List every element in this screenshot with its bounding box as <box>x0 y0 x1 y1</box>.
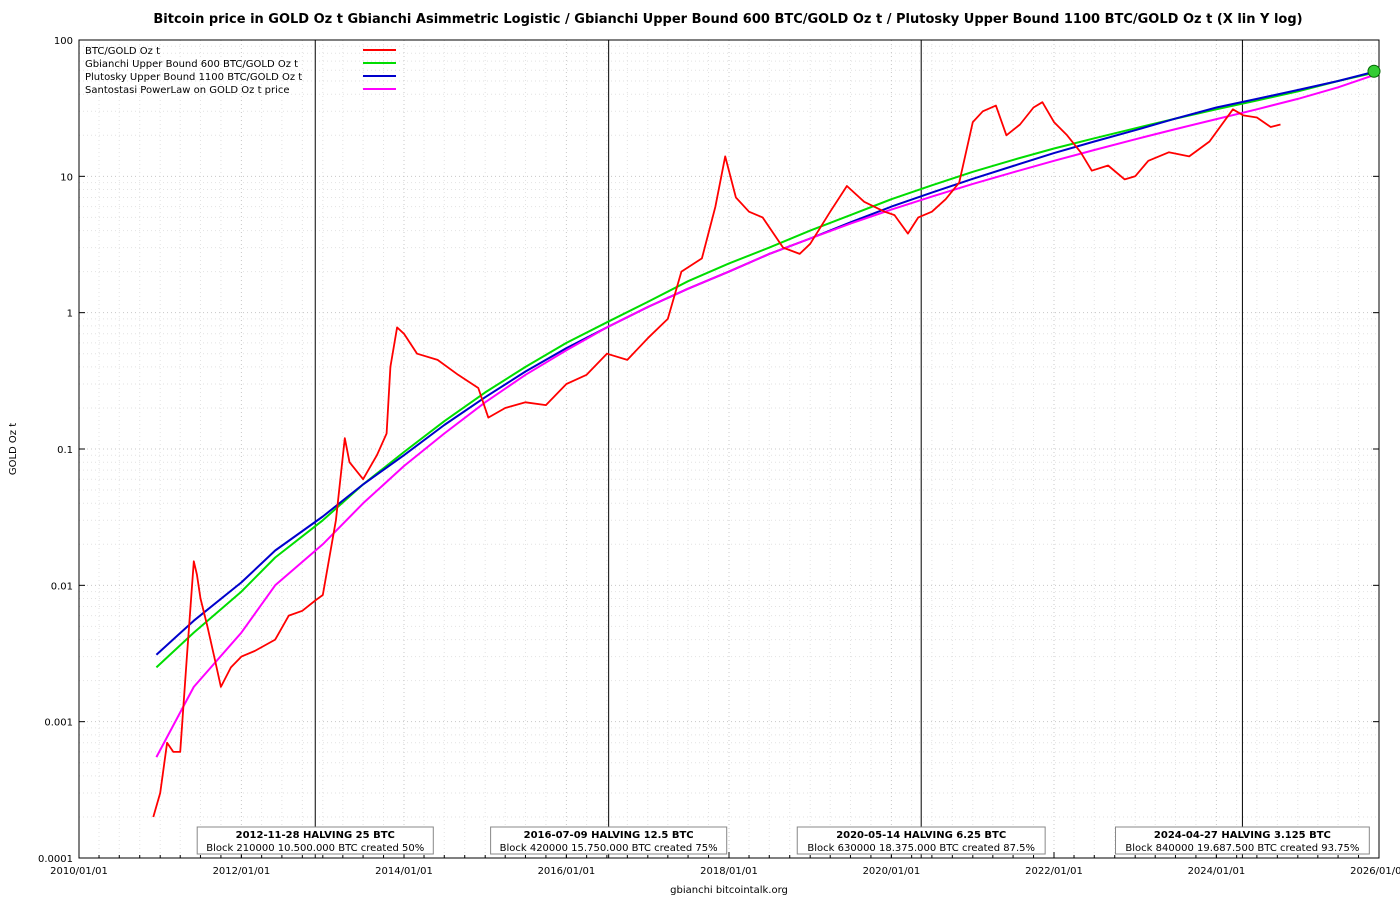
y-axis-label: GOLD Oz t <box>8 423 19 475</box>
y-tick-label: 100 <box>54 36 73 47</box>
halving-box-frame <box>1115 826 1370 855</box>
legend-label: Santostasi PowerLaw on GOLD Oz t price <box>85 85 290 96</box>
x-axis-label: gbianchi bitcointalk.org <box>670 885 788 896</box>
x-tick-label: 2010/01/01 <box>50 866 108 877</box>
x-tick-label: 2018/01/01 <box>700 866 758 877</box>
x-tick-label: 2024/01/01 <box>1188 866 1246 877</box>
legend-label: Plutosky Upper Bound 1100 BTC/GOLD Oz t <box>85 72 302 83</box>
halving-box: 2024-04-27 HALVING 3.125 BTC Block 840000… <box>1115 826 1370 855</box>
y-tick-label: 10 <box>60 172 73 183</box>
halving-subtitle: Block 840000 19.687.500 BTC created 93.7… <box>1125 843 1359 854</box>
halving-box: 2020-05-14 HALVING 6.25 BTC Block 630000 … <box>796 826 1046 855</box>
halving-title: 2012-11-28 HALVING 25 BTC <box>236 830 395 841</box>
chart-title: Bitcoin price in GOLD Oz t Gbianchi Asim… <box>153 12 1302 27</box>
x-tick-label: 2014/01/01 <box>375 866 433 877</box>
x-tick-label: 2016/01/01 <box>538 866 596 877</box>
x-tick-label: 2026/01/01 <box>1350 866 1400 877</box>
halving-lines <box>314 40 1243 858</box>
halving-box-frame <box>796 826 1046 855</box>
halving-box: 2012-11-28 HALVING 25 BTC Block 210000 10… <box>196 826 434 855</box>
halving-box-frame <box>196 826 434 855</box>
x-tick-label: 2022/01/01 <box>1025 866 1083 877</box>
series-lines <box>152 70 1377 818</box>
series-line-0 <box>152 101 1281 818</box>
x-tick-label: 2020/01/01 <box>863 866 921 877</box>
series-line-1 <box>155 71 1377 669</box>
y-tick-label: 0.1 <box>57 445 73 456</box>
halving-title: 2024-04-27 HALVING 3.125 BTC <box>1154 830 1331 841</box>
y-axis: 0.0001 0.001 0.01 0.1 1 10 100 <box>38 36 1379 865</box>
halving-subtitle: Block 630000 18.375.000 BTC created 87.5… <box>807 843 1035 854</box>
current-marker <box>1367 64 1381 78</box>
halving-title: 2020-05-14 HALVING 6.25 BTC <box>836 830 1006 841</box>
halving-title: 2016-07-09 HALVING 12.5 BTC <box>524 830 694 841</box>
y-tick-label: 0.01 <box>51 581 73 592</box>
halving-box-frame <box>490 826 728 855</box>
grid <box>79 40 1379 859</box>
y-tick-label: 1 <box>67 309 73 320</box>
x-tick-label: 2012/01/01 <box>213 866 271 877</box>
halving-box: 2016-07-09 HALVING 12.5 BTC Block 420000 … <box>490 826 728 855</box>
series-line-3 <box>155 73 1377 758</box>
current-value-marker <box>1367 64 1381 78</box>
halving-boxes: 2012-11-28 HALVING 25 BTC Block 210000 10… <box>196 826 1370 855</box>
halving-subtitle: Block 210000 10.500.000 BTC created 50% <box>206 843 424 854</box>
x-axis: 2010/01/01 2012/01/01 2014/01/01 2016/01/01… <box>50 852 1400 877</box>
y-tick-label: 0.0001 <box>38 854 73 865</box>
legend-label: BTC/GOLD Oz t <box>85 46 160 57</box>
legend-label: Gbianchi Upper Bound 600 BTC/GOLD Oz t <box>85 59 298 70</box>
y-tick-label: 0.001 <box>44 718 73 729</box>
series-line-2 <box>155 70 1377 656</box>
halving-subtitle: Block 420000 15.750.000 BTC created 75% <box>500 843 718 854</box>
legend: BTC/GOLD Oz t Gbianchi Upper Bound 600 BT… <box>85 46 396 96</box>
